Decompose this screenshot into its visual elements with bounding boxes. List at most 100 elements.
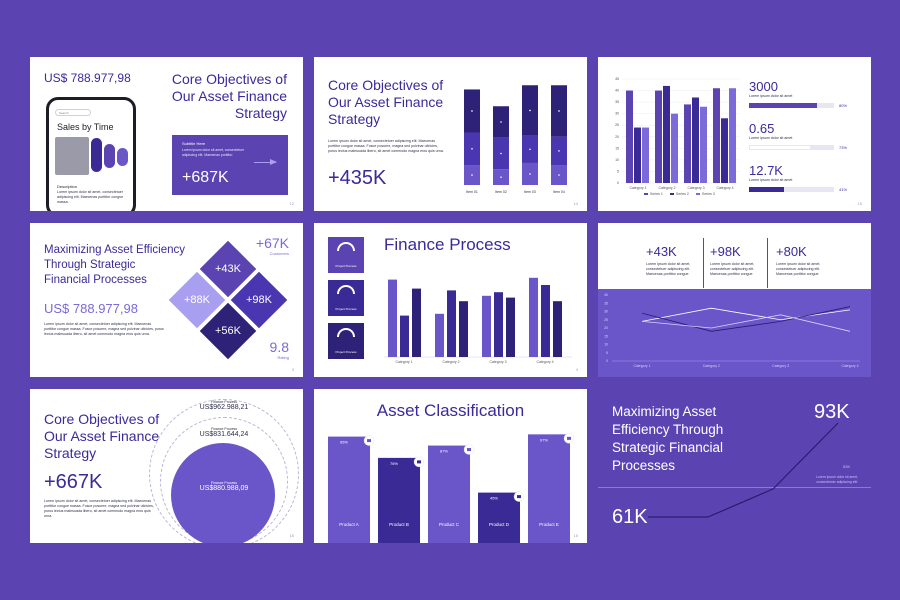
price-value: US$ 788.977,98 bbox=[44, 71, 131, 85]
phone-search-field[interactable]: Search bbox=[55, 109, 91, 116]
y-tick-label: 5 bbox=[606, 351, 608, 355]
kpi-value: +435K bbox=[328, 167, 387, 189]
diamond-2-value: +88K bbox=[184, 294, 210, 306]
stat-percent: 73% bbox=[839, 145, 848, 150]
bar bbox=[529, 277, 538, 357]
bar bbox=[528, 434, 570, 543]
slide-3[interactable]: 0 5 10 15 20 25 30 35 40 45 Category 1 Category 2 Ca… bbox=[598, 57, 871, 211]
kpi-value: +667K bbox=[44, 471, 103, 493]
slide-5[interactable]: Finance Process Project Process Project … bbox=[314, 223, 587, 377]
y-tick-label: 40 bbox=[615, 89, 619, 93]
bar bbox=[435, 313, 444, 357]
slide-8[interactable]: Asset Classification 95% Product A 76% Prod… bbox=[314, 389, 587, 543]
gauge-card-1: Project Process bbox=[328, 237, 364, 273]
card-subtitle: Subtitle Here bbox=[182, 141, 206, 146]
y-tick-label: 15 bbox=[604, 334, 608, 338]
slide-title: Core Objectives of Our Asset Finance Str… bbox=[171, 71, 287, 121]
badge-glyph bbox=[517, 495, 521, 499]
gauge-icon bbox=[337, 328, 355, 337]
stat-item: 3000 Lorem ipsum dolor sit amet 80% bbox=[749, 79, 859, 121]
segment-dot bbox=[500, 152, 502, 155]
page-number: 16 bbox=[289, 533, 294, 538]
segment-dot bbox=[471, 174, 473, 176]
slide-title: Core Objectives of Our Asset Finance Str… bbox=[328, 77, 444, 127]
bar bbox=[400, 315, 409, 357]
y-tick-label: 40 bbox=[604, 293, 608, 297]
stat-block: +80K Lorem ipsum dolor sit amet, consect… bbox=[776, 244, 821, 276]
inner-circle bbox=[171, 443, 275, 543]
category-label: Category 3 bbox=[489, 360, 506, 364]
small-text: Lorem ipsum dolor sit amet, consectetuer… bbox=[816, 475, 858, 484]
end-value: 93K bbox=[814, 401, 850, 423]
start-value: 61K bbox=[612, 506, 648, 528]
category-label: Product D bbox=[489, 522, 510, 527]
bar bbox=[642, 127, 649, 183]
y-tick-label: 5 bbox=[617, 169, 619, 173]
bar bbox=[700, 106, 707, 183]
progress-fill bbox=[749, 145, 812, 150]
page-number: 3 bbox=[291, 367, 294, 372]
category-label: Category 4 bbox=[841, 364, 858, 368]
stat-label: Lorem ipsum dolor sit amet bbox=[749, 94, 793, 98]
stacked-bar-chart: Item 01 Item 02 Item 03 Item 04 bbox=[464, 85, 567, 194]
legend-label: Series 2 bbox=[676, 192, 689, 196]
ring-3-label: Finance Process US$880.988,09 bbox=[199, 481, 249, 492]
pagination-dots bbox=[164, 203, 172, 205]
body-text: Lorem ipsum dolor sit amet, consectetuer… bbox=[44, 322, 164, 336]
stat-block: +98K Lorem ipsum dolor sit amet, consect… bbox=[710, 244, 755, 276]
highlight-card: Subtitle Here Lorem ipsum dolor sit amet… bbox=[172, 135, 288, 195]
category-label: Category 4 bbox=[716, 186, 733, 190]
diamond-4-value: +56K bbox=[215, 325, 241, 337]
small-value: 53K bbox=[843, 464, 851, 469]
gauge-icon bbox=[337, 285, 355, 294]
divider bbox=[767, 238, 768, 288]
phone-pill-3 bbox=[117, 148, 128, 166]
slide-1[interactable]: US$ 788.977,98 Core Objectives of Our As… bbox=[30, 57, 303, 211]
value-label: 76% bbox=[390, 461, 398, 466]
page-number: 4 bbox=[575, 367, 578, 372]
slide-9[interactable]: Maximizing Asset Efficiency Through Stra… bbox=[598, 389, 871, 543]
customers-stat: +67K Customers bbox=[255, 235, 289, 256]
segment-dot bbox=[529, 173, 531, 175]
slide-title: Maximizing Asset Efficiency Through Stra… bbox=[612, 404, 724, 473]
slide-title: Finance Process bbox=[384, 235, 511, 254]
badge-glyph bbox=[467, 448, 471, 452]
bar bbox=[663, 85, 670, 183]
segment-dot bbox=[558, 174, 560, 176]
slide-title: Asset Classification bbox=[376, 401, 525, 420]
slide-2[interactable]: Core Objectives of Our Asset Finance Str… bbox=[314, 57, 587, 211]
card-value: +687K bbox=[182, 169, 229, 186]
phone-desc: Lorem ipsum dolor sit amet, consectetuer… bbox=[57, 190, 124, 204]
legend-label: Series 3 bbox=[702, 192, 715, 196]
value-label: 97% bbox=[540, 437, 548, 442]
progress-track bbox=[749, 145, 834, 150]
middle-ring bbox=[160, 417, 288, 543]
gauge-label: Project Process bbox=[335, 350, 357, 354]
bar bbox=[721, 118, 728, 183]
bar bbox=[692, 97, 699, 183]
stat-value: 3000 bbox=[749, 79, 778, 94]
y-tick-label: 30 bbox=[615, 112, 619, 116]
category-label: Category 4 bbox=[536, 360, 553, 364]
y-tick-label: 20 bbox=[604, 326, 608, 330]
bar bbox=[378, 457, 420, 543]
bar bbox=[428, 445, 470, 543]
y-tick-label: 10 bbox=[615, 158, 619, 162]
slide-7[interactable]: Core Objectives of Our Asset Finance Str… bbox=[30, 389, 303, 543]
bar bbox=[478, 492, 520, 543]
gauge-label: Project Process bbox=[335, 264, 357, 268]
badge-glyph bbox=[367, 439, 371, 443]
category-label: Category 3 bbox=[772, 364, 789, 368]
segment-dot bbox=[529, 148, 531, 151]
bar bbox=[634, 127, 641, 183]
slide-4[interactable]: Maximizing Asset Efficiency Through Stra… bbox=[30, 223, 303, 377]
y-tick-label: 15 bbox=[615, 146, 619, 150]
y-tick-label: 30 bbox=[604, 310, 608, 314]
category-label: Category 1 bbox=[633, 364, 650, 368]
bar bbox=[412, 288, 421, 357]
clustered-bar-chart: 0 5 10 15 20 25 30 35 40 45 Category 1 Category 2 Ca… bbox=[615, 77, 740, 196]
slide-6[interactable]: +43K Lorem ipsum dolor sit amet, consect… bbox=[598, 223, 871, 377]
asset-bar-chart: 95% Product A 76% Product B 87% Product C 45% P… bbox=[328, 433, 575, 543]
category-label: Product A bbox=[339, 522, 359, 527]
stat-value: 0.65 bbox=[749, 121, 775, 136]
